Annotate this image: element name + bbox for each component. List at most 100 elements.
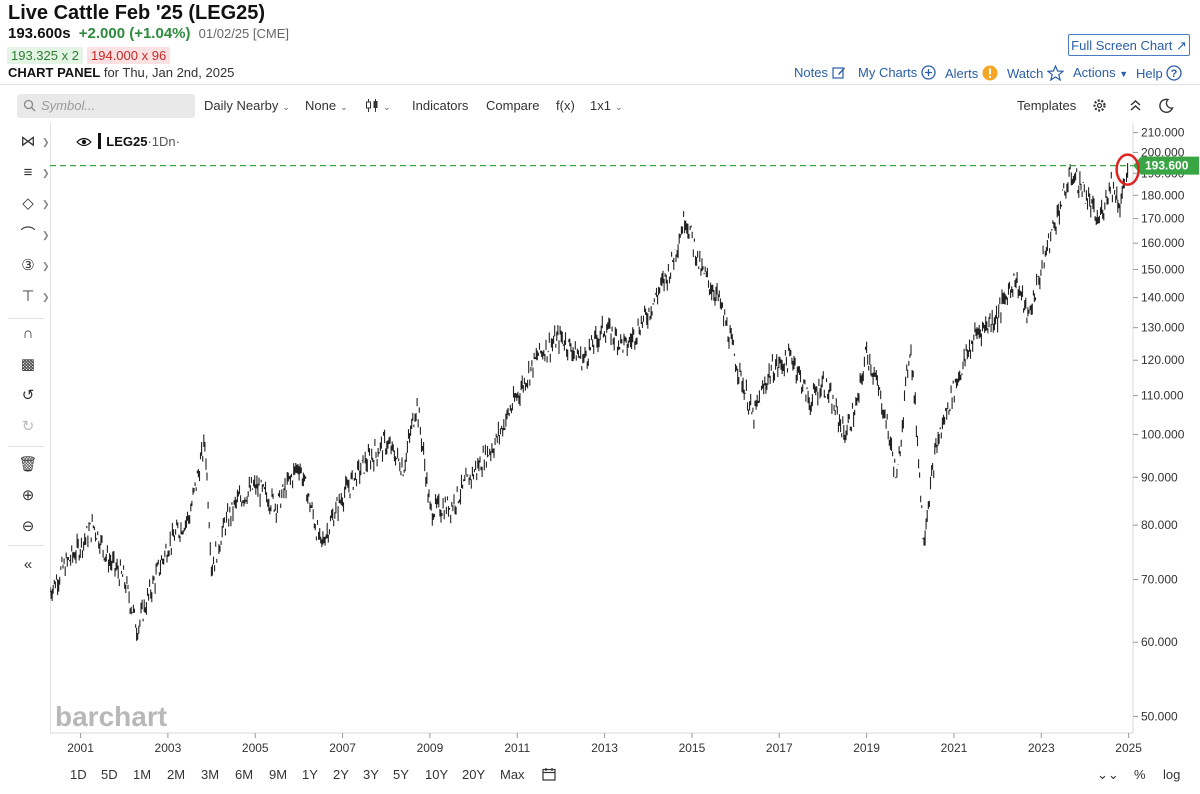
y-tick-label: 120.000 [1141,353,1185,367]
range-5d[interactable]: 5D [101,767,118,782]
templates-button[interactable]: Templates [1017,98,1077,113]
legend-bar [97,133,101,149]
legend-interval: ·1Dn· [147,134,180,149]
arc-tools[interactable]: ⌒ ❯ [16,224,49,246]
range-1y[interactable]: 1Y [302,767,318,782]
aggregation-dropdown[interactable]: Daily Nearby ⌄ [204,98,290,113]
help-label: Help [1136,66,1163,81]
y-tick-label: 160.000 [1141,236,1185,250]
calendar-button[interactable] [542,767,556,784]
range-1m[interactable]: 1M [133,767,152,782]
fibonacci-tools[interactable]: ⊤ ❯ [16,286,49,308]
count-tools[interactable]: ③ ❯ [16,255,49,277]
shape-tools-icon: ◇ [22,195,34,212]
settings-button[interactable] [1092,98,1107,116]
y-tick-label: 200.000 [1141,145,1185,159]
magnet-tool[interactable]: ∩ [16,323,40,345]
x-tick-label: 2019 [853,741,880,755]
crosshair-tool[interactable]: ⋈ ❯ [16,131,50,153]
range-2m[interactable]: 2M [167,767,186,782]
compare-button[interactable]: Compare [486,98,540,113]
eye-icon[interactable] [76,137,92,147]
function-button[interactable]: f(x) [556,98,575,113]
undo-tool[interactable]: ↺ [16,385,40,407]
crosshair-icon: ⋈ [20,133,36,150]
collapse-header-button[interactable] [1129,98,1142,115]
highlight-circle [1115,153,1140,186]
arc-tools-icon: ⌒ [20,226,36,243]
range-9m[interactable]: 9M [269,767,288,782]
percent-scale-toggle[interactable]: % [1134,767,1146,782]
count-3-icon: ③ [21,257,35,274]
range-10y[interactable]: 10Y [425,767,449,782]
x-tick-label: 2011 [504,741,530,755]
collapse-sidebar-button[interactable]: « [16,554,40,576]
barchart-watermark: barchart [55,701,167,732]
my-charts-link[interactable]: My Charts [858,65,936,80]
y-tick-label: 140.000 [1141,291,1185,305]
trash-tool[interactable]: 🗑 [16,454,40,476]
lock-tool[interactable]: ▩ [16,354,40,376]
study-label: None [305,98,337,113]
y-tick-label: 150.000 [1141,262,1185,276]
x-tick-label: 2023 [1028,741,1055,755]
redo-tool[interactable]: ↻ [16,416,40,438]
zoom-out-tool[interactable]: ⊖ [16,516,40,538]
y-tick-label: 210.000 [1141,126,1185,140]
chevron-down-icon: ⌄ [383,102,391,112]
symbol-search-input[interactable]: Symbol... [17,94,195,118]
caret-down-icon: ▼ [1119,69,1129,79]
x-tick-label: 2007 [329,741,356,755]
help-link[interactable]: Help ? [1136,65,1183,81]
actions-menu[interactable]: Actions ▼ [1073,65,1128,80]
alert-badge-icon [982,65,998,81]
range-1d[interactable]: 1D [70,767,87,782]
indicators-button[interactable]: Indicators [412,98,469,113]
line-tools[interactable]: ≡ ❯ [16,162,50,184]
last-price-tag [1133,156,1199,175]
study-dropdown[interactable]: None ⌄ [305,98,348,113]
x-tick-label: 2001 [67,741,94,755]
undo-icon: ↺ [21,387,35,404]
lock-icon: ▩ [20,356,36,373]
redo-icon: ↻ [21,418,35,435]
y-tick-label: 70.000 [1141,573,1178,587]
range-20y[interactable]: 20Y [462,767,486,782]
range-5y[interactable]: 5Y [393,767,409,782]
dark-mode-toggle[interactable] [1158,98,1174,117]
x-tick-label: 2017 [766,741,793,755]
notes-link[interactable]: Notes [794,65,846,80]
tools-divider [8,318,44,319]
full-screen-label: Full Screen Chart [1071,38,1173,53]
candlestick-icon [366,99,378,112]
chart-type-dropdown[interactable]: ⌄ [365,98,391,113]
watch-link[interactable]: Watch [1007,64,1065,82]
layout-dropdown[interactable]: 1x1 ⌄ [590,98,623,113]
x-tick-label: 2003 [155,741,182,755]
chart-overlay: 193.600 barchart [50,153,1199,732]
panel-date: for Thu, Jan 2nd, 2025 [103,65,235,80]
range-2y[interactable]: 2Y [333,767,349,782]
alerts-link[interactable]: Alerts [945,65,998,81]
full-screen-chart-button[interactable]: Full Screen Chart ↗ [1068,34,1190,56]
y-tick-label: 130.000 [1141,321,1185,335]
range-max[interactable]: Max [500,767,525,782]
x-tick-label: 2005 [242,741,269,755]
range-6m[interactable]: 6M [235,767,254,782]
pencil-icon [831,67,845,79]
notes-label: Notes [794,65,828,80]
tools-divider [8,545,44,546]
expand-time-axis-button[interactable]: ⌄⌄ [1097,767,1119,783]
y-tick-label: 90.000 [1141,470,1178,484]
chevron-right-icon: ❯ [42,261,50,271]
shape-tools[interactable]: ◇ ❯ [16,193,49,215]
range-3y[interactable]: 3Y [363,767,379,782]
price-chart[interactable]: 210.000200.000190.000180.000170.000160.0… [50,123,1200,763]
zoom-in-tool[interactable]: ⊕ [16,485,40,507]
log-scale-toggle[interactable]: log [1163,767,1181,782]
y-tick-label: 50.000 [1141,709,1178,723]
range-3m[interactable]: 3M [201,767,220,782]
expand-arrow-icon: ↗ [1175,38,1187,53]
y-tick-label: 60.000 [1141,635,1178,649]
zoom-out-icon: ⊖ [21,518,35,535]
